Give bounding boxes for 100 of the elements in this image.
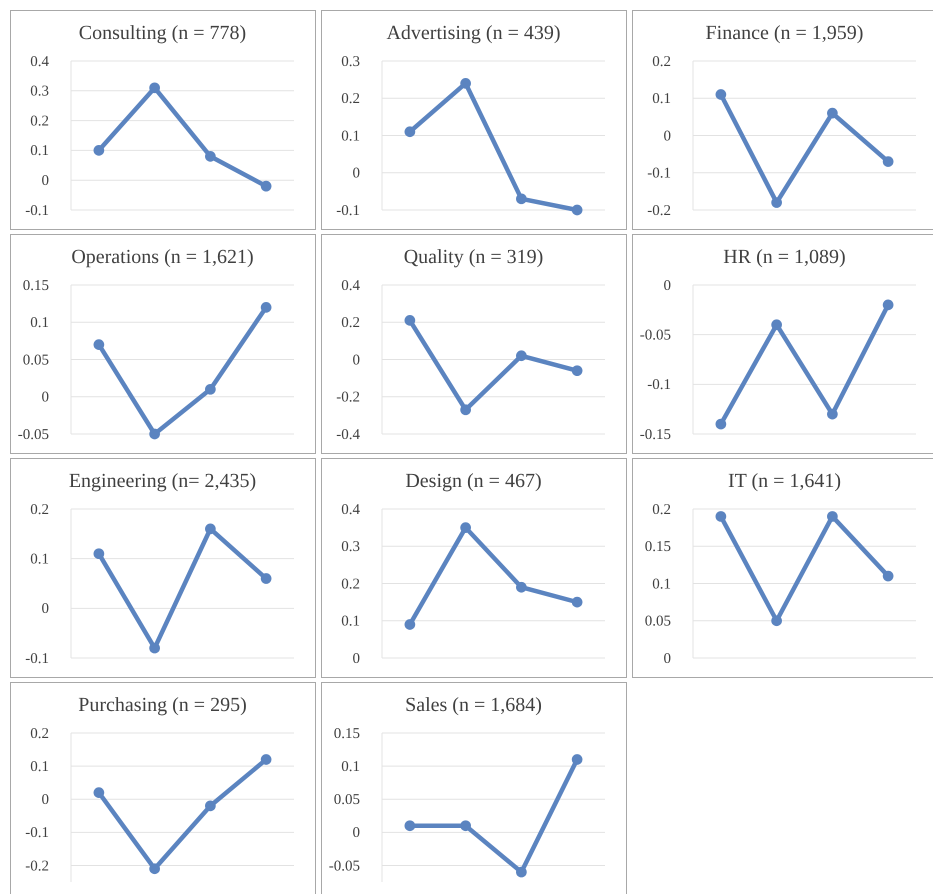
- y-tick-label: 0.3: [341, 539, 360, 556]
- point: [404, 820, 416, 832]
- point: [260, 573, 272, 584]
- y-tick-label: -0.1: [647, 166, 671, 182]
- point: [771, 319, 782, 330]
- y-tick-label: 0.2: [341, 315, 360, 332]
- y-tick-label: 0: [42, 601, 49, 618]
- chart-title: Engineering (n= 2,435): [68, 470, 256, 492]
- point: [771, 197, 782, 208]
- y-tick-label: -0.2: [647, 202, 671, 219]
- chart-title: HR (n = 1,089): [723, 246, 846, 268]
- point: [771, 615, 782, 626]
- chart-title: Finance (n = 1,959): [706, 22, 864, 44]
- point: [516, 193, 527, 204]
- point: [149, 642, 160, 654]
- y-tick-label: 0.4: [341, 502, 360, 518]
- point: [882, 300, 894, 310]
- y-tick-label: 0.3: [341, 54, 360, 70]
- point: [260, 302, 272, 313]
- y-tick-label: 0.1: [652, 576, 671, 592]
- point: [205, 800, 216, 812]
- point: [516, 866, 527, 878]
- chart-title: Consulting (n = 778): [78, 22, 246, 44]
- y-tick-label: -0.05: [328, 858, 360, 874]
- y-tick-label: -0.15: [640, 426, 671, 443]
- y-tick-label: 0.2: [30, 502, 49, 518]
- point: [205, 524, 216, 534]
- point: [149, 428, 160, 440]
- point: [94, 787, 104, 798]
- y-tick-label: 0: [664, 128, 671, 144]
- y-tick-label: 0.2: [652, 54, 671, 70]
- chart-title: Operations (n = 1,621): [71, 246, 254, 268]
- point: [572, 365, 582, 376]
- point: [827, 408, 838, 420]
- y-tick-label: 0.05: [22, 352, 49, 368]
- point: [460, 404, 471, 416]
- y-tick-label: 0.2: [341, 91, 360, 108]
- point: [827, 511, 838, 522]
- point: [460, 78, 471, 89]
- y-tick-label: 0.3: [30, 84, 49, 100]
- point: [882, 570, 894, 582]
- y-tick-label: 0.4: [341, 278, 360, 294]
- y-tick-label: 0.1: [652, 91, 671, 108]
- point: [716, 89, 726, 100]
- point: [827, 108, 838, 118]
- point: [572, 754, 582, 765]
- chart-title: IT (n = 1,641): [728, 470, 842, 492]
- y-tick-label: -0.2: [25, 858, 49, 874]
- y-tick-label: 0.2: [30, 113, 49, 130]
- y-tick-label: 0: [664, 650, 671, 667]
- y-tick-label: 0.05: [644, 614, 671, 630]
- y-tick-label: 0: [352, 166, 360, 182]
- y-tick-label: 0.15: [22, 278, 49, 294]
- y-tick-label: -0.2: [336, 390, 360, 406]
- point: [404, 315, 416, 326]
- y-tick-label: 0.1: [30, 551, 49, 568]
- y-tick-label: -0.05: [640, 327, 671, 344]
- y-tick-label: 0.1: [341, 758, 360, 775]
- point: [149, 82, 160, 94]
- y-tick-label: -0.05: [18, 426, 49, 443]
- point: [516, 582, 527, 593]
- y-tick-label: -0.1: [25, 650, 49, 667]
- point: [205, 151, 216, 162]
- point: [460, 522, 471, 533]
- point: [260, 180, 272, 192]
- point: [94, 339, 104, 350]
- y-tick-label: -0.1: [25, 202, 49, 219]
- point: [572, 596, 582, 608]
- y-tick-label: -0.1: [647, 377, 671, 394]
- point: [94, 548, 104, 560]
- point: [149, 863, 160, 874]
- y-tick-label: 0.2: [341, 576, 360, 592]
- y-tick-label: 0: [42, 173, 49, 189]
- y-tick-label: 0.2: [30, 726, 49, 742]
- y-tick-label: 0: [42, 792, 49, 808]
- point: [205, 384, 216, 395]
- y-tick-label: 0: [42, 390, 49, 406]
- y-tick-label: 0.1: [341, 614, 360, 630]
- y-tick-label: -0.1: [336, 202, 360, 219]
- point: [94, 145, 104, 156]
- point: [516, 350, 527, 362]
- y-tick-label: 0: [352, 650, 360, 667]
- y-tick-label: 0.15: [334, 726, 360, 742]
- y-tick-label: 0.2: [652, 502, 671, 518]
- y-tick-label: 0: [352, 825, 360, 842]
- y-tick-label: 0.4: [30, 54, 50, 70]
- point: [460, 820, 471, 832]
- point: [260, 754, 272, 765]
- y-tick-label: 0: [352, 352, 360, 368]
- point: [716, 511, 726, 522]
- point: [572, 204, 582, 216]
- point: [882, 156, 894, 167]
- y-tick-label: 0.05: [334, 792, 360, 808]
- y-tick-label: -0.1: [25, 825, 49, 842]
- chart-title: Design (n = 467): [405, 470, 542, 492]
- point: [716, 418, 726, 430]
- y-tick-label: 0.1: [30, 758, 49, 775]
- y-tick-label: 0.1: [30, 143, 49, 160]
- chart-title: Advertising (n = 439): [386, 22, 561, 44]
- point: [404, 126, 416, 138]
